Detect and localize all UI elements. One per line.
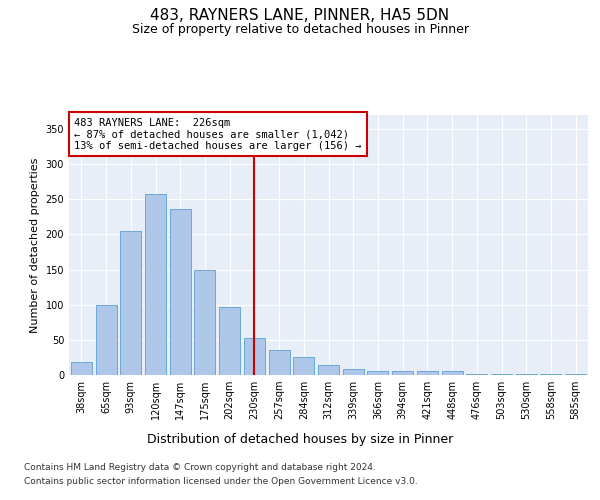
Bar [367, 371, 388, 375]
Bar [194, 270, 215, 375]
Bar [491, 374, 512, 375]
Bar [145, 194, 166, 375]
Bar [541, 374, 562, 375]
Bar [170, 209, 191, 375]
Bar [71, 362, 92, 375]
Bar [318, 365, 339, 375]
Text: Contains public sector information licensed under the Open Government Licence v3: Contains public sector information licen… [24, 478, 418, 486]
Bar [269, 350, 290, 375]
Y-axis label: Number of detached properties: Number of detached properties [30, 158, 40, 332]
Bar [120, 231, 141, 375]
Bar [343, 370, 364, 375]
Bar [565, 374, 586, 375]
Bar [293, 356, 314, 375]
Bar [392, 372, 413, 375]
Text: Contains HM Land Registry data © Crown copyright and database right 2024.: Contains HM Land Registry data © Crown c… [24, 462, 376, 471]
Bar [95, 304, 116, 375]
Bar [516, 374, 537, 375]
Bar [466, 374, 487, 375]
Text: Size of property relative to detached houses in Pinner: Size of property relative to detached ho… [131, 22, 469, 36]
Text: Distribution of detached houses by size in Pinner: Distribution of detached houses by size … [147, 432, 453, 446]
Text: 483, RAYNERS LANE, PINNER, HA5 5DN: 483, RAYNERS LANE, PINNER, HA5 5DN [151, 8, 449, 22]
Bar [244, 338, 265, 375]
Bar [219, 307, 240, 375]
Text: 483 RAYNERS LANE:  226sqm
← 87% of detached houses are smaller (1,042)
13% of se: 483 RAYNERS LANE: 226sqm ← 87% of detach… [74, 118, 362, 151]
Bar [417, 372, 438, 375]
Bar [442, 372, 463, 375]
